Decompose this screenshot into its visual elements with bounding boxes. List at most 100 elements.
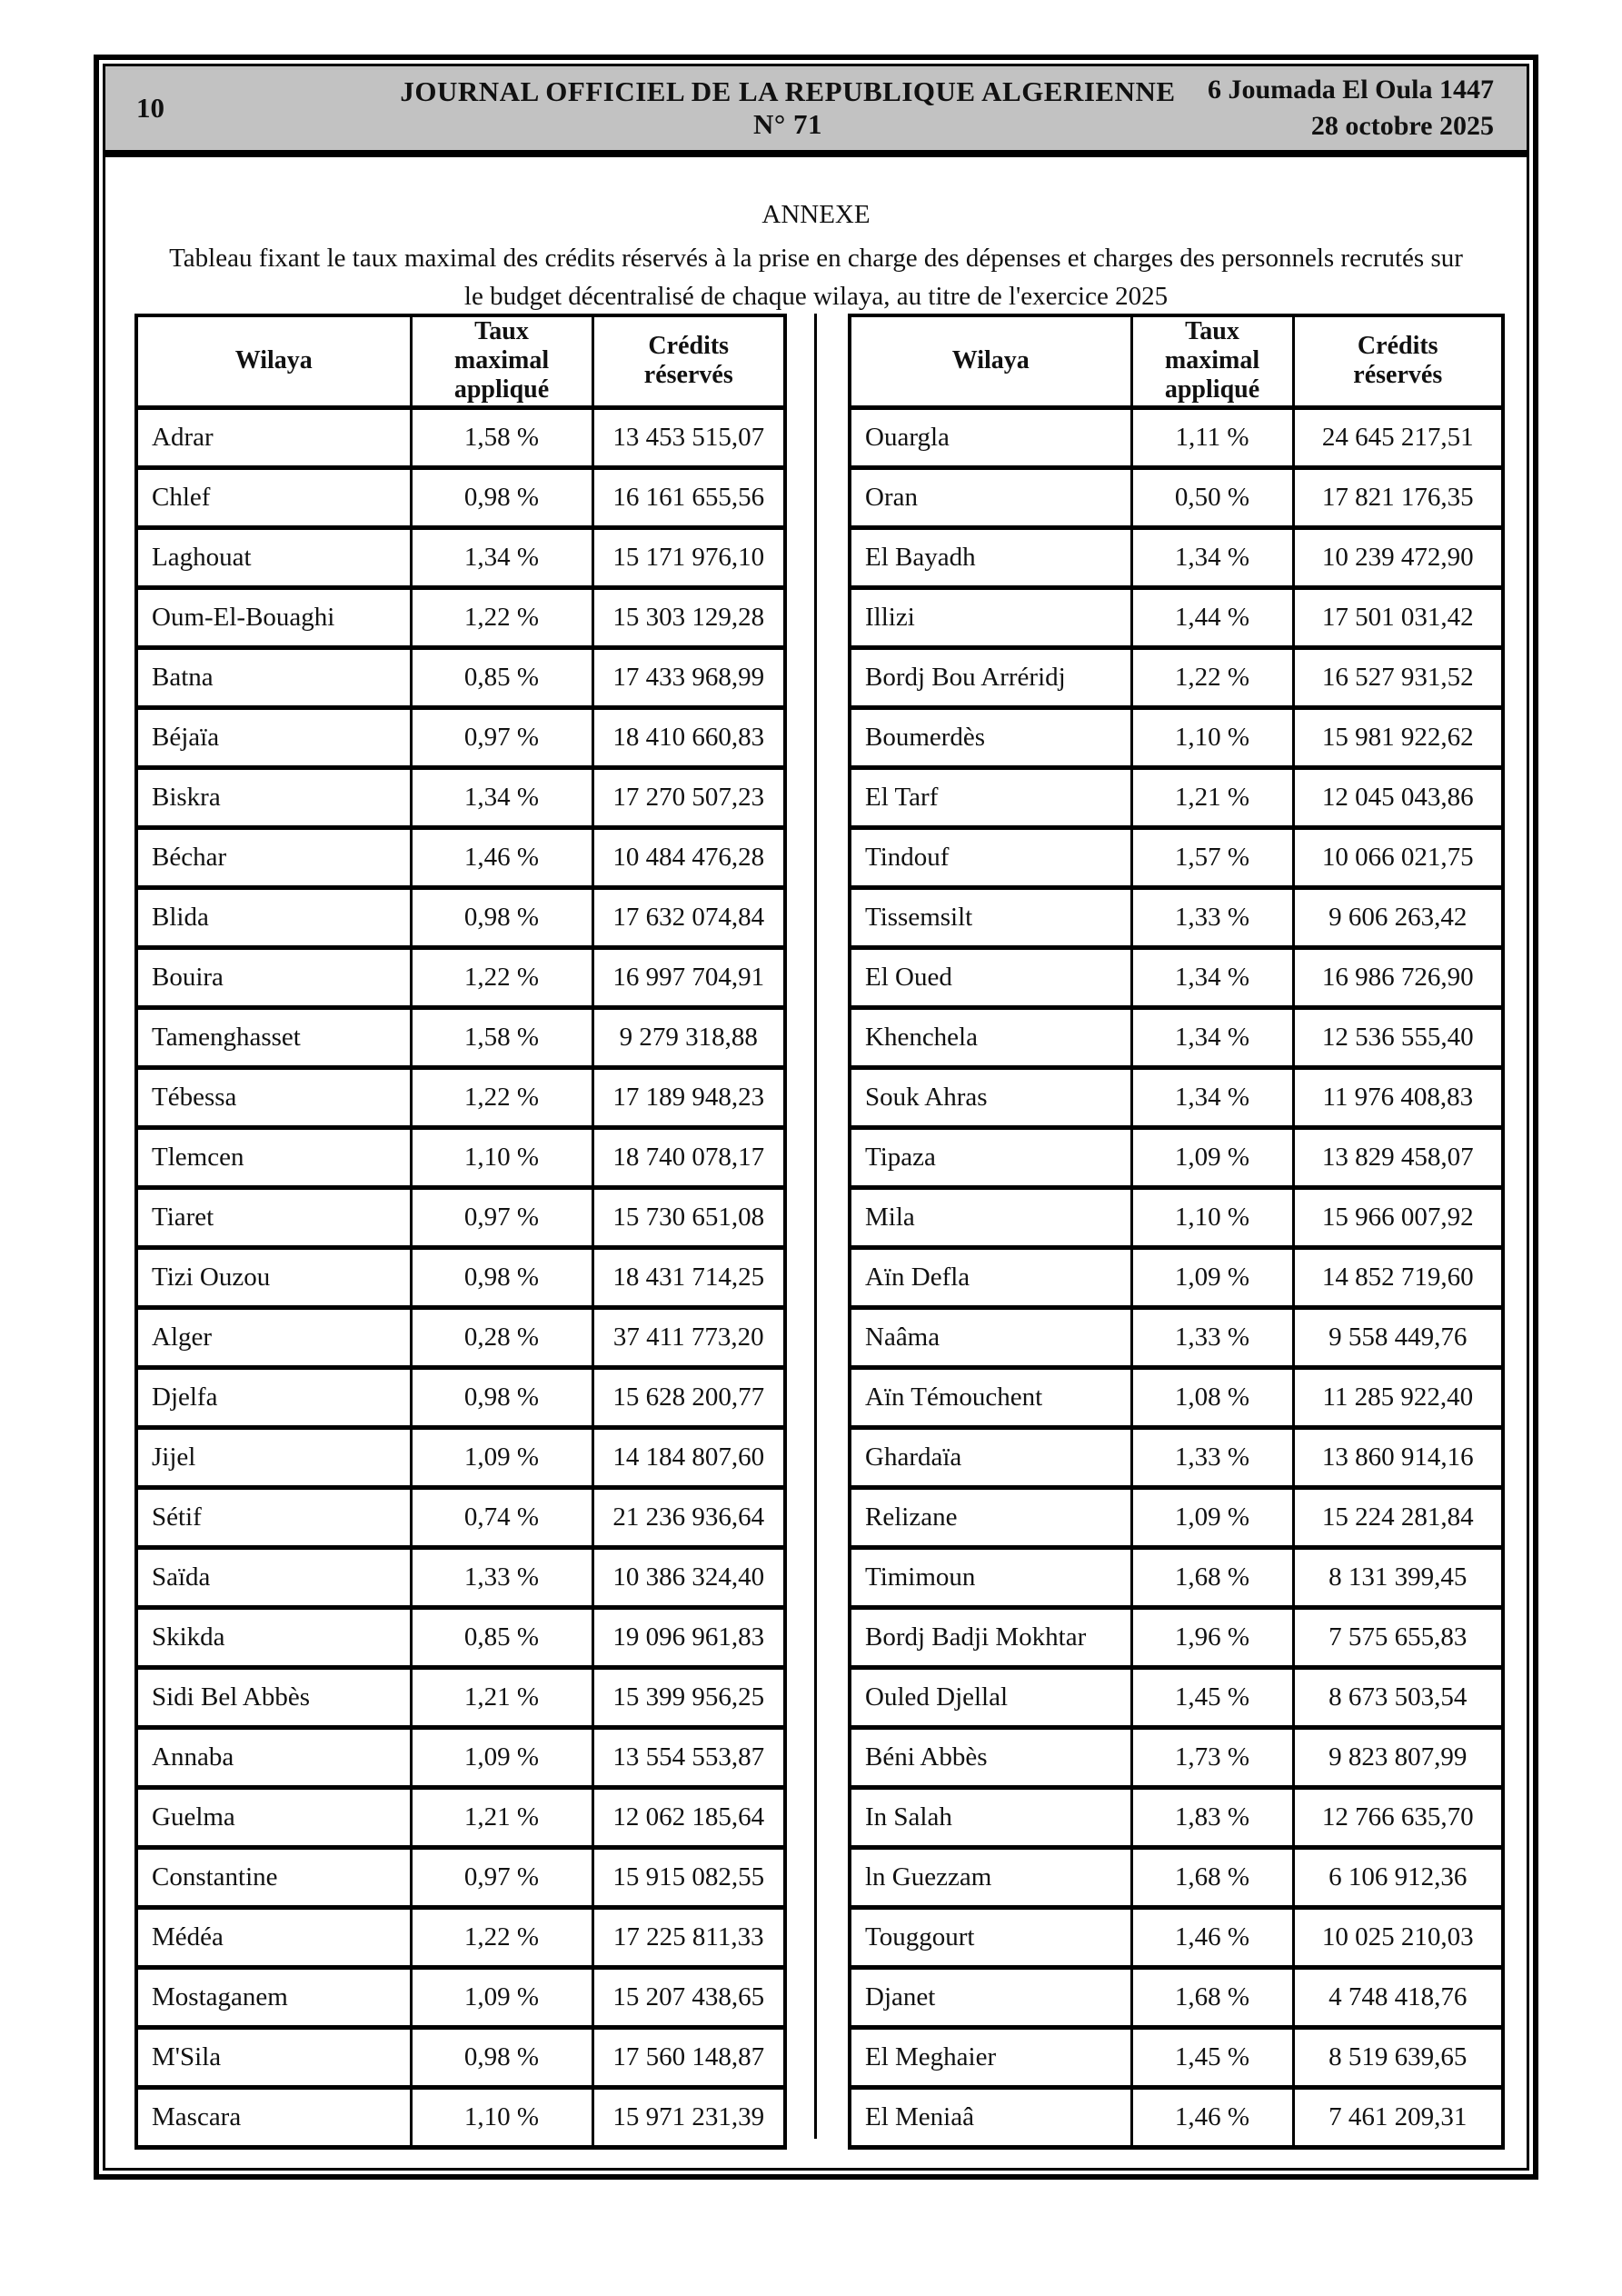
credits-cell: 16 997 704,91 [591,944,787,1010]
table-row: Tiaret 0,97 % 15 730 651,08 [134,1184,787,1250]
taux-column-header: Taux maximal appliqué [1129,314,1295,410]
credits-cell: 10 386 324,40 [591,1544,787,1610]
credits-cell: 9 558 449,76 [1291,1304,1505,1370]
table-row: Timimoun 1,68 % 8 131 399,45 [848,1544,1505,1610]
wilaya-cell: El Oued [848,944,1133,1010]
wilaya-cell: In Salah [848,1784,1133,1850]
wilaya-cell: El Tarf [848,764,1133,830]
wilaya-cell: Boumerdès [848,704,1133,770]
credits-cell: 15 915 082,55 [591,1844,787,1910]
credits-cell: 17 270 507,23 [591,764,787,830]
table-row: Ouled Djellal 1,45 % 8 673 503,54 [848,1664,1505,1730]
taux-cell: 0,50 % [1129,464,1295,530]
wilaya-cell: Tébessa [134,1064,413,1130]
table-row: Oum-El-Bouaghi 1,22 % 15 303 129,28 [134,584,787,650]
date-gregorian: 28 octobre 2025 [1310,111,1494,141]
wilaya-cell: Jijel [134,1424,413,1490]
credits-cell: 17 225 811,33 [591,1904,787,1970]
credits-cell: 15 730 651,08 [591,1184,787,1250]
page-header-bar: 10 JOURNAL OFFICIEL DE LA REPUBLIQUE ALG… [105,66,1527,157]
credits-cell: 13 829 458,07 [1291,1124,1505,1190]
annexe-subtitle-line1: Tableau fixant le taux maximal des crédi… [169,244,1463,274]
table-row: Sidi Bel Abbès 1,21 % 15 399 956,25 [134,1664,787,1730]
wilaya-header-label: Wilaya [234,346,313,375]
credits-cell: 8 131 399,45 [1291,1544,1505,1610]
table-row: Bordj Bou Arréridj 1,22 % 16 527 931,52 [848,644,1505,710]
credits-header-label: Crédits réservés [1353,332,1443,390]
table-row: Tissemsilt 1,33 % 9 606 263,42 [848,884,1505,950]
taux-cell: 0,98 % [409,2024,594,2090]
table-row: El Meghaier 1,45 % 8 519 639,65 [848,2024,1505,2090]
credits-cell: 12 766 635,70 [1291,1784,1505,1850]
taux-cell: 0,98 % [409,1364,594,1430]
credits-cell: 13 554 553,87 [591,1724,787,1790]
page-frame: 10 JOURNAL OFFICIEL DE LA REPUBLIQUE ALG… [94,55,1538,2180]
wilaya-table-right: Wilaya Taux maximal appliqué Crédits rés… [848,314,1505,2150]
table-row: Saïda 1,33 % 10 386 324,40 [134,1544,787,1610]
table-row: Sétif 0,74 % 21 236 936,64 [134,1484,787,1550]
table-row: Illizi 1,44 % 17 501 031,42 [848,584,1505,650]
credits-cell: 14 852 719,60 [1291,1244,1505,1310]
taux-cell: 1,68 % [1129,1544,1295,1610]
wilaya-cell: Aïn Témouchent [848,1364,1133,1430]
taux-cell: 1,09 % [409,1424,594,1490]
credits-cell: 10 066 021,75 [1291,824,1505,890]
wilaya-cell: Adrar [134,404,413,470]
taux-cell: 1,09 % [1129,1244,1295,1310]
wilaya-cell: Béni Abbès [848,1724,1133,1790]
table-row: Blida 0,98 % 17 632 074,84 [134,884,787,950]
table-row: Laghouat 1,34 % 15 171 976,10 [134,524,787,590]
wilaya-cell: Béchar [134,824,413,890]
left-table-body: Adrar 1,58 % 13 453 515,07 Chlef 0,98 % 16 16… [134,404,787,2150]
header-row: Wilaya Taux maximal appliqué Crédits rés… [134,314,787,410]
taux-cell: 1,34 % [1129,1004,1295,1070]
date-hijri: 6 Joumada El Oula 1447 [1207,74,1494,105]
table-row: Constantine 0,97 % 15 915 082,55 [134,1844,787,1910]
taux-cell: 1,10 % [1129,704,1295,770]
table-row: Béjaïa 0,97 % 18 410 660,83 [134,704,787,770]
taux-cell: 0,97 % [409,1184,594,1250]
table-row: Bordj Badji Mokhtar 1,96 % 7 575 655,83 [848,1604,1505,1670]
taux-cell: 1,46 % [1129,1904,1295,1970]
taux-cell: 0,97 % [409,704,594,770]
taux-cell: 1,68 % [1129,1844,1295,1910]
taux-cell: 1,34 % [1129,524,1295,590]
tables-area: Wilaya Taux maximal appliqué Crédits rés… [105,314,1527,2150]
table-row: Boumerdès 1,10 % 15 981 922,62 [848,704,1505,770]
credits-cell: 12 045 043,86 [1291,764,1505,830]
credits-cell: 19 096 961,83 [591,1604,787,1670]
wilaya-header-label: Wilaya [951,346,1030,375]
wilaya-cell: Sétif [134,1484,413,1550]
annexe-subtitle-line2: le budget décentralisé de chaque wilaya,… [463,282,1169,312]
taux-cell: 1,22 % [409,1064,594,1130]
table-row: Oran 0,50 % 17 821 176,35 [848,464,1505,530]
table-row: Alger 0,28 % 37 411 773,20 [134,1304,787,1370]
credits-cell: 17 433 968,99 [591,644,787,710]
table-row: Guelma 1,21 % 12 062 185,64 [134,1784,787,1850]
wilaya-cell: Oran [848,464,1133,530]
table-row: Souk Ahras 1,34 % 11 976 408,83 [848,1064,1505,1130]
wilaya-cell: Mostaganem [134,1964,413,2030]
taux-cell: 1,10 % [409,1124,594,1190]
table-row: Relizane 1,09 % 15 224 281,84 [848,1484,1505,1550]
left-table-header: Wilaya Taux maximal appliqué Crédits rés… [134,314,787,410]
taux-cell: 0,74 % [409,1484,594,1550]
credits-cell: 12 062 185,64 [591,1784,787,1850]
table-row: Tamenghasset 1,58 % 9 279 318,88 [134,1004,787,1070]
wilaya-cell: Béjaïa [134,704,413,770]
credits-cell: 17 189 948,23 [591,1064,787,1130]
wilaya-cell: Annaba [134,1724,413,1790]
table-row: Skikda 0,85 % 19 096 961,83 [134,1604,787,1670]
credits-cell: 10 484 476,28 [591,824,787,890]
table-row: Djelfa 0,98 % 15 628 200,77 [134,1364,787,1430]
taux-cell: 1,09 % [1129,1484,1295,1550]
taux-cell: 0,97 % [409,1844,594,1910]
table-row: El Oued 1,34 % 16 986 726,90 [848,944,1505,1010]
taux-cell: 1,83 % [1129,1784,1295,1850]
wilaya-cell: Bordj Badji Mokhtar [848,1604,1133,1670]
credits-cell: 6 106 912,36 [1291,1844,1505,1910]
credits-cell: 15 966 007,92 [1291,1184,1505,1250]
credits-cell: 11 285 922,40 [1291,1364,1505,1430]
credits-header-label: Crédits réservés [643,332,733,390]
credits-cell: 9 279 318,88 [591,1004,787,1070]
